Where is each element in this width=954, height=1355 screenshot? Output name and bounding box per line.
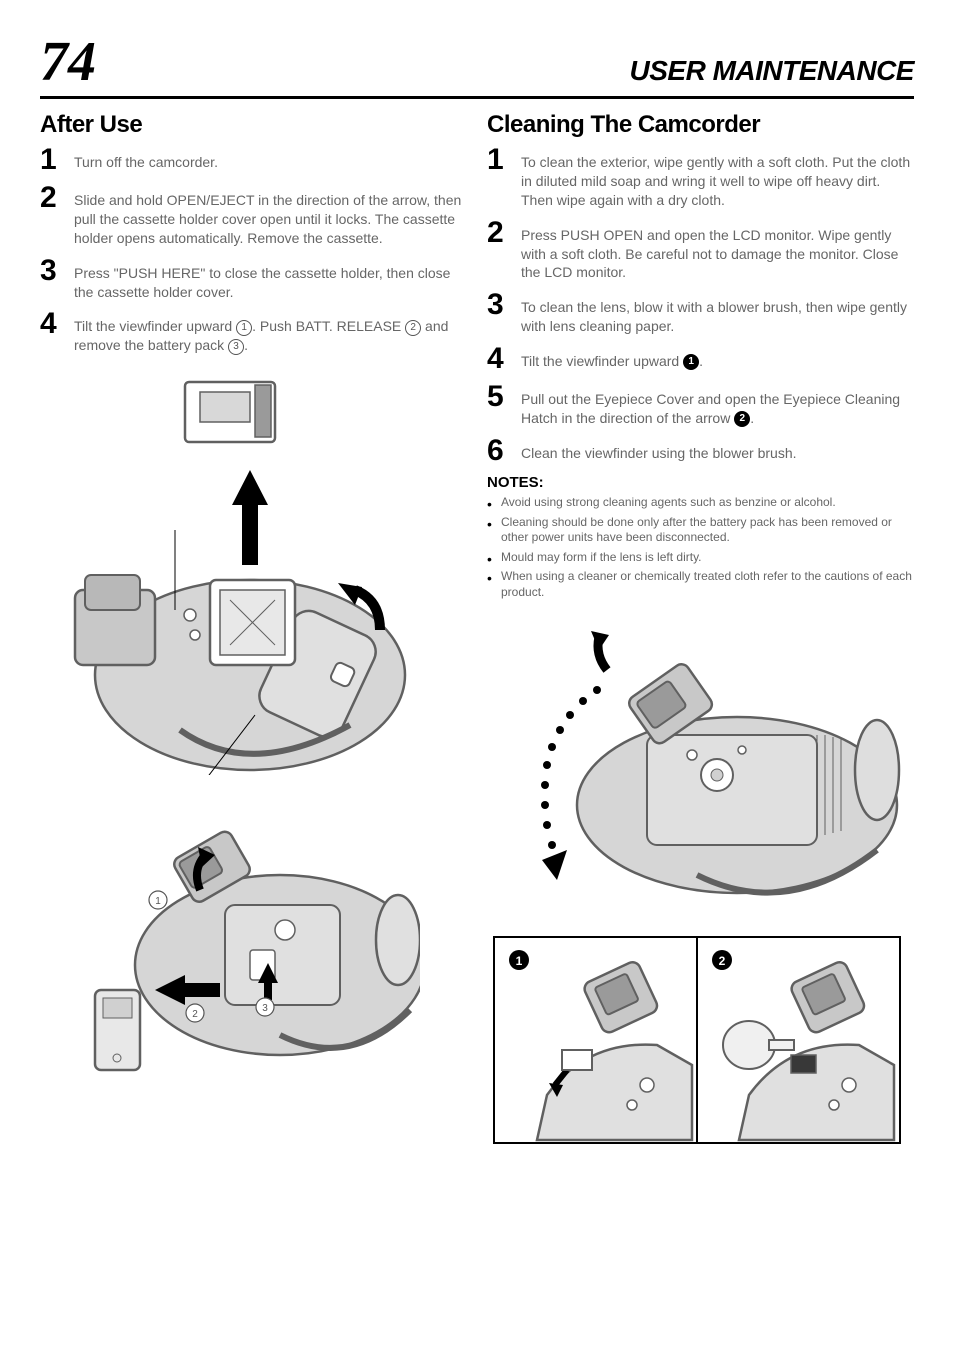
right-step-3: 3 To clean the lens, blow it with a blow… xyxy=(487,290,914,336)
eyepiece-panels-icon: 1 2 xyxy=(487,930,907,1150)
step-4-mid: Push BATT. RELEASE xyxy=(260,318,405,334)
note-item: Cleaning should be done only after the b… xyxy=(487,515,914,546)
step-text: Press "PUSH HERE" to close the cassette … xyxy=(74,256,467,302)
cassette-diagram-icon xyxy=(40,375,420,775)
page-number: 74 xyxy=(40,30,96,94)
illustration-eyepiece-panels: 1 2 xyxy=(487,930,914,1150)
right-column: Cleaning The Camcorder 1 To clean the ex… xyxy=(487,111,914,1150)
step-text: Pull out the Eyepiece Cover and open the… xyxy=(521,382,914,428)
circled-2-icon: 2 xyxy=(405,320,421,336)
step-text: Slide and hold OPEN/EJECT in the directi… xyxy=(74,183,467,248)
left-step-2: 2 Slide and hold OPEN/EJECT in the direc… xyxy=(40,183,467,248)
step-text: Press PUSH OPEN and open the LCD monitor… xyxy=(521,218,914,283)
header-title: USER MAINTENANCE xyxy=(630,55,914,87)
svg-text:2: 2 xyxy=(192,1009,198,1020)
step-number: 1 xyxy=(40,145,74,175)
notes-heading: NOTES: xyxy=(487,474,914,491)
step-number: 5 xyxy=(487,382,521,412)
svg-text:1: 1 xyxy=(155,896,161,907)
notes-list: Avoid using strong cleaning agents such … xyxy=(487,495,914,601)
note-item: Mould may form if the lens is left dirty… xyxy=(487,550,914,566)
step-number: 2 xyxy=(487,218,521,248)
page-header: 74 USER MAINTENANCE xyxy=(40,30,914,99)
circled-3-icon: 3 xyxy=(228,339,244,355)
left-step-4: 4 Tilt the viewfinder upward 1. Push BAT… xyxy=(40,309,467,355)
step-number: 4 xyxy=(40,309,74,339)
step-number: 4 xyxy=(487,344,521,374)
svg-text:2: 2 xyxy=(719,954,726,968)
circled-1-icon: 1 xyxy=(236,320,252,336)
battery-diagram-icon: 1 2 3 xyxy=(40,785,420,1105)
illustration-viewfinder-tilt xyxy=(487,625,914,925)
step-number: 2 xyxy=(40,183,74,213)
viewfinder-tilt-icon xyxy=(487,625,907,925)
left-column: After Use 1 Turn off the camcorder. 2 Sl… xyxy=(40,111,467,1150)
right-step-5: 5 Pull out the Eyepiece Cover and open t… xyxy=(487,382,914,428)
step-number: 1 xyxy=(487,145,521,175)
black-circled-1-icon: 1 xyxy=(683,354,699,370)
black-circled-2-icon: 2 xyxy=(734,411,750,427)
cleaning-heading: Cleaning The Camcorder xyxy=(487,111,914,139)
step-number: 3 xyxy=(40,256,74,286)
left-step-1: 1 Turn off the camcorder. xyxy=(40,145,467,175)
step-text: Tilt the viewfinder upward 1. Push BATT.… xyxy=(74,309,467,355)
step-text: To clean the lens, blow it with a blower… xyxy=(521,290,914,336)
left-step-3: 3 Press "PUSH HERE" to close the cassett… xyxy=(40,256,467,302)
step-text: To clean the exterior, wipe gently with … xyxy=(521,145,914,210)
r4-text: Tilt the viewfinder upward xyxy=(521,353,679,369)
step-number: 6 xyxy=(487,436,521,466)
step-4-prefix: Tilt the viewfinder upward xyxy=(74,318,236,334)
r5-text: Pull out the Eyepiece Cover and open the… xyxy=(521,391,900,426)
svg-text:1: 1 xyxy=(516,954,523,968)
step-text: Tilt the viewfinder upward 1. xyxy=(521,344,703,371)
right-step-4: 4 Tilt the viewfinder upward 1. xyxy=(487,344,914,374)
step-text: Clean the viewfinder using the blower br… xyxy=(521,436,797,463)
after-use-heading: After Use xyxy=(40,111,467,139)
right-step-6: 6 Clean the viewfinder using the blower … xyxy=(487,436,914,466)
step-text: Turn off the camcorder. xyxy=(74,145,218,172)
illustration-battery: 1 2 3 xyxy=(40,785,467,1105)
svg-text:3: 3 xyxy=(262,1003,268,1014)
note-item: When using a cleaner or chemically treat… xyxy=(487,569,914,600)
illustration-cassette xyxy=(40,375,467,775)
step-number: 3 xyxy=(487,290,521,320)
right-step-1: 1 To clean the exterior, wipe gently wit… xyxy=(487,145,914,210)
note-item: Avoid using strong cleaning agents such … xyxy=(487,495,914,511)
right-step-2: 2 Press PUSH OPEN and open the LCD monit… xyxy=(487,218,914,283)
